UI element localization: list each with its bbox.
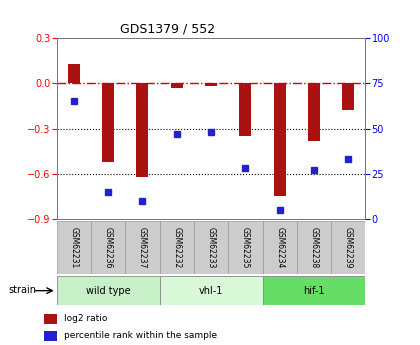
FancyBboxPatch shape xyxy=(57,276,160,305)
FancyBboxPatch shape xyxy=(297,221,331,274)
Text: GSM62231: GSM62231 xyxy=(69,227,79,268)
Bar xyxy=(342,83,354,110)
Text: GSM62235: GSM62235 xyxy=(241,227,250,268)
Text: strain: strain xyxy=(8,286,37,295)
Bar xyxy=(136,83,148,177)
Text: GSM62237: GSM62237 xyxy=(138,227,147,268)
Bar xyxy=(239,83,251,136)
FancyBboxPatch shape xyxy=(331,221,365,274)
Bar xyxy=(102,83,114,162)
Text: hif-1: hif-1 xyxy=(303,286,325,296)
Bar xyxy=(44,314,57,324)
Text: wild type: wild type xyxy=(86,286,131,296)
Text: log2 ratio: log2 ratio xyxy=(65,314,108,323)
Text: GSM62233: GSM62233 xyxy=(207,227,215,268)
Bar xyxy=(171,83,183,88)
FancyBboxPatch shape xyxy=(91,221,125,274)
FancyBboxPatch shape xyxy=(125,221,160,274)
FancyBboxPatch shape xyxy=(160,276,262,305)
Text: GSM62232: GSM62232 xyxy=(172,227,181,268)
FancyBboxPatch shape xyxy=(57,221,91,274)
Text: GSM62236: GSM62236 xyxy=(104,227,113,268)
Text: GSM62234: GSM62234 xyxy=(275,227,284,268)
FancyBboxPatch shape xyxy=(160,221,194,274)
Text: GDS1379 / 552: GDS1379 / 552 xyxy=(121,22,215,36)
FancyBboxPatch shape xyxy=(228,221,262,274)
Bar xyxy=(68,63,80,83)
Bar xyxy=(308,83,320,141)
FancyBboxPatch shape xyxy=(194,221,228,274)
Text: GSM62238: GSM62238 xyxy=(310,227,318,268)
Bar xyxy=(205,83,217,86)
Text: percentile rank within the sample: percentile rank within the sample xyxy=(65,331,218,340)
Text: vhl-1: vhl-1 xyxy=(199,286,223,296)
FancyBboxPatch shape xyxy=(262,221,297,274)
Text: GSM62239: GSM62239 xyxy=(344,227,353,268)
Bar xyxy=(44,331,57,341)
Bar xyxy=(274,83,286,196)
FancyBboxPatch shape xyxy=(262,276,365,305)
